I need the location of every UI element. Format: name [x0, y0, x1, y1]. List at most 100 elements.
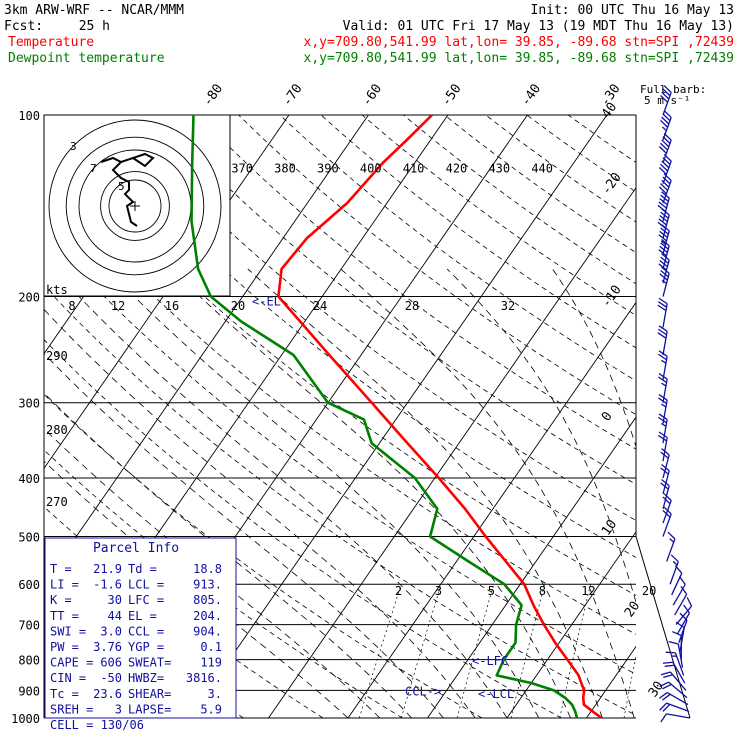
wind-barb-shaft: [662, 259, 670, 284]
legend-temperature: Temperature: [8, 35, 94, 50]
isotherm-label: -40: [518, 81, 544, 109]
isotherm-label: -10: [599, 283, 625, 311]
wind-barb-shaft: [666, 713, 691, 719]
wind-barb-flag: [663, 493, 672, 501]
parcel-value: 18.8: [193, 562, 222, 576]
wind-barb-half: [672, 560, 678, 566]
wind-barb-flag: [662, 661, 673, 664]
hodograph-speed-label: 20: [231, 299, 245, 313]
wind-barb-flag: [660, 270, 669, 278]
theta-label: 430: [488, 162, 510, 176]
moist-adiabat-line: [170, 268, 571, 718]
wind-barb: [668, 640, 684, 668]
wind-barb-shaft: [662, 117, 672, 141]
wind-barb-flag: [683, 604, 690, 614]
mixing-ratio-label: 3: [435, 584, 442, 598]
mixing-ratio-label: 2: [395, 584, 402, 598]
moist-adiabat-line: [552, 268, 636, 448]
parcel-value: 606: [100, 656, 122, 670]
moist-adiabat-line: [247, 268, 603, 718]
parcel-label: YGP =: [128, 640, 164, 654]
wind-barb-flag: [658, 434, 667, 442]
sounding-profiles: [190, 115, 603, 718]
hodograph-ring: [48, 119, 222, 293]
pressure-label: 900: [18, 684, 40, 698]
wind-barb-flag: [659, 702, 667, 711]
wind-barb-flag: [668, 640, 679, 645]
wind-barb: [665, 651, 685, 676]
wind-barb-shaft: [662, 454, 670, 479]
isotherm-line: [666, 115, 740, 718]
theta-label: 440: [531, 162, 553, 176]
hodograph-ring: [108, 179, 162, 233]
wind-barb-shaft: [662, 273, 670, 297]
wind-barb-flag: [659, 681, 669, 688]
wind-barb-flag: [657, 204, 666, 213]
wind-barb-shaft: [672, 661, 686, 684]
wind-barb-flag: [662, 496, 671, 505]
wind-barb-flag: [658, 186, 667, 195]
wind-barb: [675, 621, 685, 652]
dry-adiabat-line: [44, 180, 636, 635]
isotherm-line: [188, 115, 608, 718]
wind-barb-flag: [658, 263, 667, 271]
dry-adiabat-line: [73, 115, 636, 558]
hodograph: 5 73 kts: [43, 114, 231, 297]
isotherm-line: [506, 531, 636, 718]
dry-adiabat-line: [44, 339, 562, 718]
parcel-value: 30: [108, 593, 122, 607]
wind-barb-flag: [661, 91, 670, 100]
wind-barb-flag: [660, 142, 669, 151]
moist-adiabat-line: [340, 268, 635, 718]
dry-adiabat-line: [44, 285, 636, 716]
parcel-value: 3816.: [186, 671, 222, 685]
isotherm-label: 20: [622, 599, 643, 620]
theta-label: 410: [403, 162, 425, 176]
wind-barb-flag: [661, 693, 671, 701]
wind-barb: [678, 612, 688, 643]
wind-barb: [671, 565, 683, 596]
theta-label: 380: [274, 162, 296, 176]
wind-barb-flag: [662, 113, 671, 122]
wind-barb-half: [661, 422, 667, 427]
theta-e-label: 270: [46, 495, 68, 509]
hodograph-ring: [65, 136, 205, 276]
wind-barb-shaft: [662, 419, 668, 444]
wind-barb-flag: [663, 85, 672, 93]
wind-barbs: [657, 85, 693, 723]
parcel-label: T =: [50, 562, 72, 576]
wind-barb-flag: [660, 95, 669, 103]
wind-barb-shaft: [662, 513, 672, 537]
wind-barb: [657, 325, 668, 356]
wind-barb: [662, 661, 686, 684]
parcel-label: HWBZ=: [128, 671, 164, 685]
hodograph-speed-label: 24: [313, 299, 327, 313]
wind-barb-flag: [658, 297, 668, 305]
isotherm-label: 30: [646, 679, 667, 700]
parcel-value: 21.9: [93, 562, 122, 576]
hodograph-trace-label: 5: [118, 180, 125, 193]
parcel-value: 3.: [208, 687, 222, 701]
parcel-value: 5.9: [200, 702, 222, 716]
pressure-label: 600: [18, 578, 40, 592]
isotherm-line: [347, 301, 636, 718]
parcel-label: Tc =: [50, 687, 79, 701]
wind-barb-flag: [658, 431, 668, 439]
wind-barb-flag: [658, 328, 667, 336]
mixing-ratio-line: [358, 584, 402, 718]
hodograph-speed-label: 28: [405, 299, 419, 313]
wind-barb-shaft: [662, 303, 668, 328]
wind-barb-shaft: [662, 485, 670, 510]
parcel-value: -1.6: [93, 578, 122, 592]
wind-barb-shaft: [674, 593, 688, 616]
wind-barb: [658, 413, 668, 444]
dewpoint-profile: [190, 115, 579, 718]
hodograph-trace: [100, 152, 155, 227]
wind-barb-flag: [672, 630, 682, 637]
parcel-label: LFC =: [128, 593, 164, 607]
wind-barb: [674, 585, 688, 616]
moist-adiabat-line: [44, 353, 444, 718]
model-title: 3km ARW-WRF -- NCAR/MMM: [4, 3, 184, 18]
moist-adiabat-line: [641, 269, 730, 718]
